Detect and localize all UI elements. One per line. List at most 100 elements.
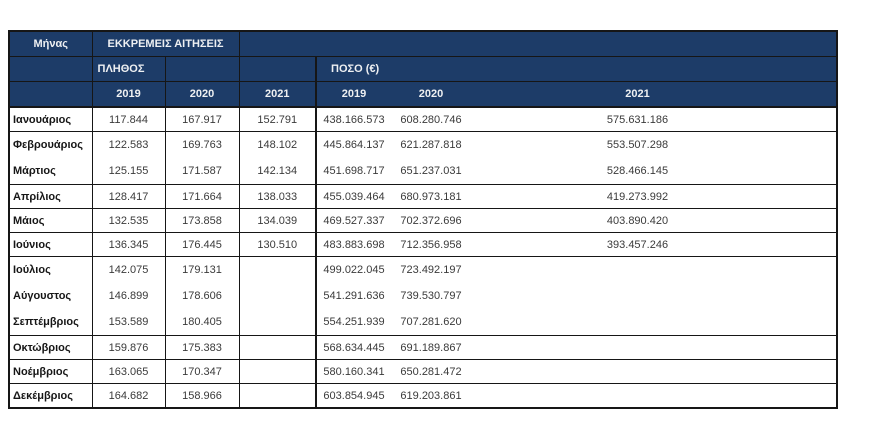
count-2019-cell: 117.844 (92, 107, 166, 132)
table-row: Μάιος 132.535 173.858 134.039 469.527.337 702… (9, 208, 837, 233)
amount-2020-cell: 650.281.472 (391, 359, 471, 384)
count-2021-cell: 142.134 (239, 158, 317, 185)
month-cell: Μάρτιος (9, 158, 93, 185)
count-year-2019-header: 2019 (92, 81, 166, 108)
count-2020-cell: 167.917 (165, 107, 240, 132)
table-row: Μάρτιος 125.155 171.587 142.134 451.698.717 6… (9, 158, 837, 185)
count-2019-cell: 164.682 (92, 383, 166, 409)
count-2021-cell: 138.033 (239, 184, 317, 209)
amount-2019-cell: 469.527.337 (316, 208, 391, 233)
amount-2019-cell: 568.634.445 (316, 335, 391, 360)
amount-year-2019-header: 2019 (316, 81, 391, 108)
count-2021-cell: 130.510 (239, 232, 317, 257)
amount-2020-cell: 621.287.818 (391, 131, 471, 158)
table-row: Σεπτέμβριος 153.589 180.405 554.251.939 707.… (9, 309, 837, 336)
count-2019-cell: 142.075 (92, 256, 166, 283)
count-2021-cell (239, 283, 317, 309)
count-2021-cell (239, 256, 317, 283)
amount-2021-cell (471, 309, 837, 336)
month-cell: Ιανουάριος (9, 107, 93, 132)
amount-2020-cell: 651.237.031 (391, 158, 471, 185)
amount-2019-cell: 483.883.698 (316, 232, 391, 257)
month-cell: Απρίλιος (9, 184, 93, 209)
amount-2021-cell: 575.631.186 (471, 107, 837, 132)
count-2019-cell: 122.583 (92, 131, 166, 158)
amount-2020-cell: 739.530.797 (391, 283, 471, 309)
count-2020-cell: 173.858 (165, 208, 240, 233)
count-2021-cell: 134.039 (239, 208, 317, 233)
count-2020-cell: 169.763 (165, 131, 240, 158)
pending-applications-header: ΕΚΚΡΕΜΕΙΣ ΑΙΤΗΣΕΙΣ (92, 31, 240, 57)
amount-2020-cell: 619.203.861 (391, 383, 471, 409)
amount-2019-cell: 445.864.137 (316, 131, 391, 158)
table-row: Νοέμβριος 163.065 170.347 580.160.341 650.28… (9, 359, 837, 384)
count-2020-cell: 176.445 (165, 232, 240, 257)
count-year-2021-header: 2021 (239, 81, 317, 108)
amount-2021-cell (471, 335, 837, 360)
header-title-spacer (239, 31, 837, 57)
count-2020-cell: 178.606 (165, 283, 240, 309)
amount-2019-cell: 438.166.573 (316, 107, 391, 132)
header-row-titles: Μήνας ΕΚΚΡΕΜΕΙΣ ΑΙΤΗΣΕΙΣ (9, 31, 837, 57)
amount-2019-cell: 499.022.045 (316, 256, 391, 283)
table-row: Οκτώβριος 159.876 175.383 568.634.445 691.18… (9, 335, 837, 360)
amount-2019-cell: 580.160.341 (316, 359, 391, 384)
amount-2021-cell: 393.457.246 (471, 232, 837, 257)
amount-2021-cell (471, 256, 837, 283)
amount-2021-cell (471, 283, 837, 309)
amount-2021-cell (471, 359, 837, 384)
count-2021-cell (239, 383, 317, 409)
table-row: Ιούλιος 142.075 179.131 499.022.045 723.492.… (9, 256, 837, 283)
amount-2020-cell: 702.372.696 (391, 208, 471, 233)
amount-2020-cell: 680.973.181 (391, 184, 471, 209)
count-2020-cell: 180.405 (165, 309, 240, 336)
table-row: Αύγουστος 146.899 178.606 541.291.636 739.53… (9, 283, 837, 309)
amount-year-2020-header: 2020 (391, 81, 471, 108)
month-cell: Αύγουστος (9, 283, 93, 309)
amount-2019-cell: 603.854.945 (316, 383, 391, 409)
amount-2019-cell: 451.698.717 (316, 158, 391, 185)
amount-2019-cell: 455.039.464 (316, 184, 391, 209)
count-2019-cell: 163.065 (92, 359, 166, 384)
month-cell: Οκτώβριος (9, 335, 93, 360)
count-2020-cell: 170.347 (165, 359, 240, 384)
count-2021-cell: 148.102 (239, 131, 317, 158)
count-2019-cell: 125.155 (92, 158, 166, 185)
count-2019-cell: 146.899 (92, 283, 166, 309)
pending-applications-table: Μήνας ΕΚΚΡΕΜΕΙΣ ΑΙΤΗΣΕΙΣ ΠΛΗΘΟΣ ΠΟΣΟ (€)… (8, 30, 838, 409)
month-column-header: Μήνας (9, 31, 93, 57)
amount-2020-cell: 712.356.958 (391, 232, 471, 257)
count-2021-cell: 152.791 (239, 107, 317, 132)
month-cell: Ιούνιος (9, 232, 93, 257)
count-year-2020-header: 2020 (165, 81, 240, 108)
month-cell: Σεπτέμβριος (9, 309, 93, 336)
amount-2020-cell: 608.280.746 (391, 107, 471, 132)
count-group-header: ΠΛΗΘΟΣ (92, 56, 166, 82)
table-row: Δεκέμβριος 164.682 158.966 603.854.945 619.2… (9, 383, 837, 409)
count-2019-cell: 153.589 (92, 309, 166, 336)
amount-2019-cell: 541.291.636 (316, 283, 391, 309)
header-row-groups: ΠΛΗΘΟΣ ΠΟΣΟ (€) (9, 56, 837, 82)
month-cell: Ιούλιος (9, 256, 93, 283)
count-2020-cell: 175.383 (165, 335, 240, 360)
count-2019-cell: 136.345 (92, 232, 166, 257)
amount-group-header: ΠΟΣΟ (€) (316, 56, 837, 82)
amount-2021-cell: 528.466.145 (471, 158, 837, 185)
amount-2021-cell: 553.507.298 (471, 131, 837, 158)
table-row: Απρίλιος 128.417 171.664 138.033 455.039.464… (9, 184, 837, 209)
table-row: Ιανουάριος 117.844 167.917 152.791 438.166.5… (9, 107, 837, 132)
table-row: Φεβρουάριος 122.583 169.763 148.102 445.864.… (9, 131, 837, 158)
count-2021-cell (239, 335, 317, 360)
month-cell: Μάιος (9, 208, 93, 233)
header-group-spacer (165, 56, 240, 82)
count-2020-cell: 171.587 (165, 158, 240, 185)
count-2019-cell: 132.535 (92, 208, 166, 233)
count-2020-cell: 171.664 (165, 184, 240, 209)
month-cell: Δεκέμβριος (9, 383, 93, 409)
count-2020-cell: 179.131 (165, 256, 240, 283)
month-cell: Φεβρουάριος (9, 131, 93, 158)
amount-2021-cell (471, 383, 837, 409)
count-2019-cell: 159.876 (92, 335, 166, 360)
header-row-years: 2019 2020 2021 2019 2020 2021 (9, 81, 837, 108)
